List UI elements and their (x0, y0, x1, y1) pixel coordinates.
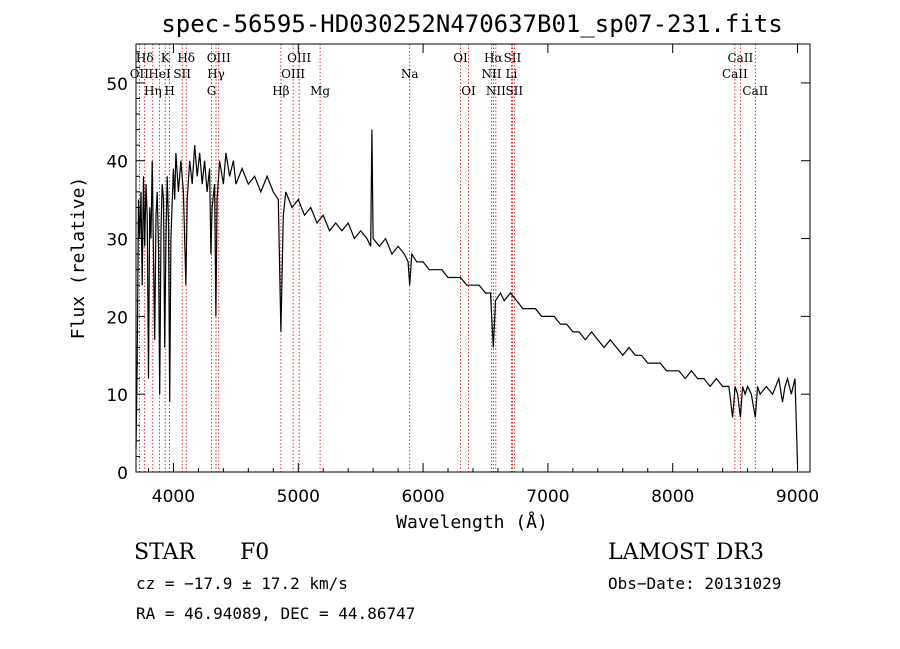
y-axis-label: Flux (relative) (68, 177, 89, 340)
chart-title: spec-56595-HD030252N470637B01_sp07-231.f… (161, 10, 782, 38)
x-tick-label: 4000 (152, 487, 195, 507)
marker-label: SII (505, 84, 523, 98)
observation-date: Obs−Date: 20131029 (608, 574, 781, 593)
x-tick-label: 8000 (651, 487, 694, 507)
marker-label: OII (130, 67, 150, 81)
marker-label: OIII (281, 67, 305, 81)
marker-label: OI (453, 51, 468, 65)
plot-area: Hδ OII Hη HeI K H SII Hδ G Hγ OIII Hβ OIII OIII Mg Na OI… (106, 43, 819, 507)
marker-label: CaII (742, 84, 768, 98)
marker-label: Hγ (207, 67, 225, 81)
marker-label: K (161, 51, 171, 65)
object-subclass: F0 (240, 540, 269, 565)
coordinates: RA = 46.94089, DEC = 44.86747 (136, 604, 415, 623)
spectrum-series-line (135, 129, 799, 465)
marker-label: NII (481, 67, 501, 81)
info-panel: STAR F0 LAMOST DR3 cz = −17.9 ± 17.2 km/… (134, 540, 781, 623)
y-tick-label: 20 (106, 308, 128, 328)
marker-label: SII (504, 51, 522, 65)
object-class: STAR (134, 540, 196, 565)
spectral-line-markers (138, 44, 756, 472)
marker-label: CaII (722, 67, 748, 81)
marker-label: H (164, 84, 174, 98)
x-tick-label: 7000 (526, 487, 569, 507)
marker-label: NII (486, 84, 506, 98)
survey-name: LAMOST DR3 (608, 540, 764, 565)
marker-label: OIII (287, 51, 311, 65)
y-tick-label: 10 (106, 386, 128, 406)
spectral-line-labels: Hδ OII Hη HeI K H SII Hδ G Hγ OIII Hβ OIII OIII Mg Na OI… (130, 51, 769, 98)
redshift-cz: cz = −17.9 ± 17.2 km/s (136, 574, 348, 593)
marker-label: CaII (727, 51, 753, 65)
y-tick-label: 30 (106, 231, 128, 251)
marker-label: Hδ (136, 51, 154, 65)
x-axis-label: Wavelength (Å) (396, 511, 548, 533)
marker-label: HeI (148, 67, 171, 81)
plot-frame (135, 43, 811, 473)
y-axis-ticks: 0 10 20 30 40 50 (106, 51, 810, 484)
x-tick-label: 6000 (401, 487, 444, 507)
marker-label: OIII (207, 51, 231, 65)
x-tick-label: 5000 (277, 487, 320, 507)
marker-label: Na (401, 67, 419, 81)
marker-label: Hα (484, 51, 503, 65)
marker-label: OI (461, 84, 476, 98)
y-tick-label: 40 (106, 153, 128, 173)
x-tick-label: 9000 (776, 487, 819, 507)
marker-label: SII (173, 67, 191, 81)
y-tick-label: 0 (117, 464, 128, 484)
marker-label: Hη (144, 84, 162, 98)
marker-label: Hδ (177, 51, 195, 65)
marker-label: Li (506, 67, 518, 81)
x-axis-ticks: 4000 5000 6000 7000 8000 9000 (147, 44, 819, 507)
y-tick-label: 50 (106, 75, 128, 95)
marker-label: Mg (310, 84, 330, 98)
marker-label: Hβ (272, 84, 289, 98)
marker-label: G (207, 84, 217, 98)
